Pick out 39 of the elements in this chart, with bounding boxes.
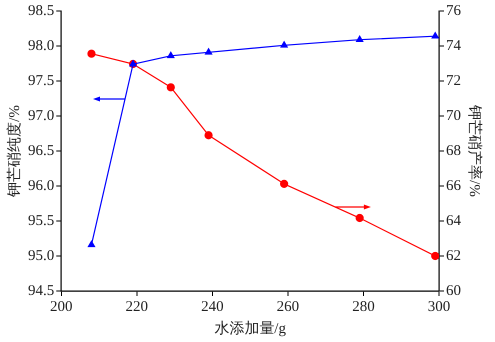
x-tick-label: 220 xyxy=(126,298,148,315)
y2-tick-label: 68 xyxy=(446,142,461,159)
point xyxy=(166,83,175,92)
point xyxy=(204,48,212,55)
y2-axis-title: 钾芒硝产率/% xyxy=(466,104,484,197)
point xyxy=(87,50,96,58)
point xyxy=(431,252,439,260)
y-tick-label: 94.5 xyxy=(28,282,54,299)
point xyxy=(356,36,364,42)
x-axis-title: 水添加量/g xyxy=(214,320,286,337)
point xyxy=(356,214,364,222)
y2-tick-label: 72 xyxy=(446,72,461,89)
y-tick-label: 98.5 xyxy=(28,2,54,19)
y2-tick-label: 66 xyxy=(446,178,462,194)
point xyxy=(88,240,96,248)
point xyxy=(280,41,288,48)
y-tick-label: 95.0 xyxy=(28,248,54,264)
y-tick-label: 96.0 xyxy=(28,178,54,194)
y2-tick-label: 64 xyxy=(446,212,462,229)
y2-tick-label: 60 xyxy=(446,282,461,299)
y2-tick-label: 62 xyxy=(446,248,461,264)
x-tick-label: 240 xyxy=(201,298,224,315)
y2-tick-label: 74 xyxy=(446,38,462,54)
x-tick-label: 200 xyxy=(50,298,72,315)
point xyxy=(432,32,439,39)
y2-tick-label: 70 xyxy=(446,108,461,124)
x-tick-label: 280 xyxy=(352,298,375,315)
y2-tick-label: 76 xyxy=(446,2,462,19)
point xyxy=(280,180,288,188)
x-tick-label: 300 xyxy=(428,298,450,315)
y-tick-label: 96.5 xyxy=(28,142,54,159)
x-tick-label: 260 xyxy=(276,298,300,315)
y-tick-label: 97.0 xyxy=(28,108,54,124)
point xyxy=(204,131,213,140)
y-axis-title: 钾芒硝纯度/% xyxy=(6,105,23,198)
y-tick-label: 98.0 xyxy=(28,38,54,54)
point xyxy=(167,52,174,58)
y-tick-label: 97.5 xyxy=(28,72,54,89)
y-tick-label: 95.5 xyxy=(28,212,54,229)
